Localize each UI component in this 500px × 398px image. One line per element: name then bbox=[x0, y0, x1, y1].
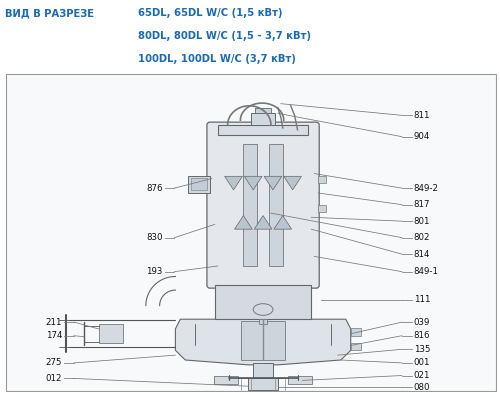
Bar bbox=[259, 319, 267, 324]
Bar bbox=[215, 285, 312, 319]
Text: 65DL, 65DL W/C (1,5 кВт): 65DL, 65DL W/C (1,5 кВт) bbox=[138, 8, 282, 18]
Text: 012: 012 bbox=[46, 374, 62, 383]
Text: 876: 876 bbox=[146, 183, 162, 193]
Text: 801: 801 bbox=[414, 217, 430, 226]
Bar bbox=[253, 363, 273, 380]
Polygon shape bbox=[274, 216, 291, 229]
Text: ВИД В РАЗРЕЗЕ: ВИД В РАЗРЕЗЕ bbox=[5, 8, 94, 18]
Text: 817: 817 bbox=[414, 200, 430, 209]
Bar bbox=[288, 377, 312, 384]
Text: 811: 811 bbox=[414, 111, 430, 120]
Text: 904: 904 bbox=[414, 132, 430, 141]
Polygon shape bbox=[176, 319, 350, 365]
Bar bbox=[242, 321, 284, 360]
Bar bbox=[252, 113, 275, 125]
Text: 816: 816 bbox=[414, 331, 430, 340]
Text: 830: 830 bbox=[146, 233, 162, 242]
Polygon shape bbox=[244, 176, 262, 190]
Bar bbox=[218, 125, 308, 135]
Text: 135: 135 bbox=[414, 345, 430, 354]
Polygon shape bbox=[284, 176, 302, 190]
Bar bbox=[269, 144, 283, 266]
Text: 814: 814 bbox=[414, 250, 430, 259]
Text: 211: 211 bbox=[46, 318, 62, 327]
Bar bbox=[318, 176, 326, 183]
Text: 849-2: 849-2 bbox=[414, 183, 439, 193]
Polygon shape bbox=[264, 176, 282, 190]
Text: 080: 080 bbox=[414, 382, 430, 392]
Polygon shape bbox=[254, 216, 272, 229]
Text: 100DL, 100DL W/C (3,7 кВт): 100DL, 100DL W/C (3,7 кВт) bbox=[138, 54, 296, 64]
Bar bbox=[255, 107, 271, 113]
Text: 021: 021 bbox=[414, 371, 430, 380]
Text: 849-1: 849-1 bbox=[414, 267, 439, 276]
Bar bbox=[191, 178, 207, 190]
Bar bbox=[350, 343, 360, 350]
Text: 80DL, 80DL W/C (1,5 - 3,7 кВт): 80DL, 80DL W/C (1,5 - 3,7 кВт) bbox=[138, 31, 311, 41]
Text: 275: 275 bbox=[46, 359, 62, 367]
Text: 193: 193 bbox=[146, 267, 162, 276]
Text: 039: 039 bbox=[414, 318, 430, 327]
Text: 001: 001 bbox=[414, 359, 430, 367]
Bar bbox=[188, 176, 210, 193]
Bar bbox=[318, 205, 326, 213]
Polygon shape bbox=[234, 216, 252, 229]
Text: 111: 111 bbox=[414, 295, 430, 304]
Bar bbox=[350, 328, 360, 336]
FancyBboxPatch shape bbox=[207, 122, 319, 288]
Polygon shape bbox=[224, 176, 242, 190]
Bar bbox=[244, 144, 257, 266]
Bar bbox=[98, 324, 123, 343]
Text: 802: 802 bbox=[414, 233, 430, 242]
Text: 174: 174 bbox=[46, 331, 62, 340]
Bar bbox=[214, 377, 238, 384]
Bar bbox=[248, 378, 278, 390]
